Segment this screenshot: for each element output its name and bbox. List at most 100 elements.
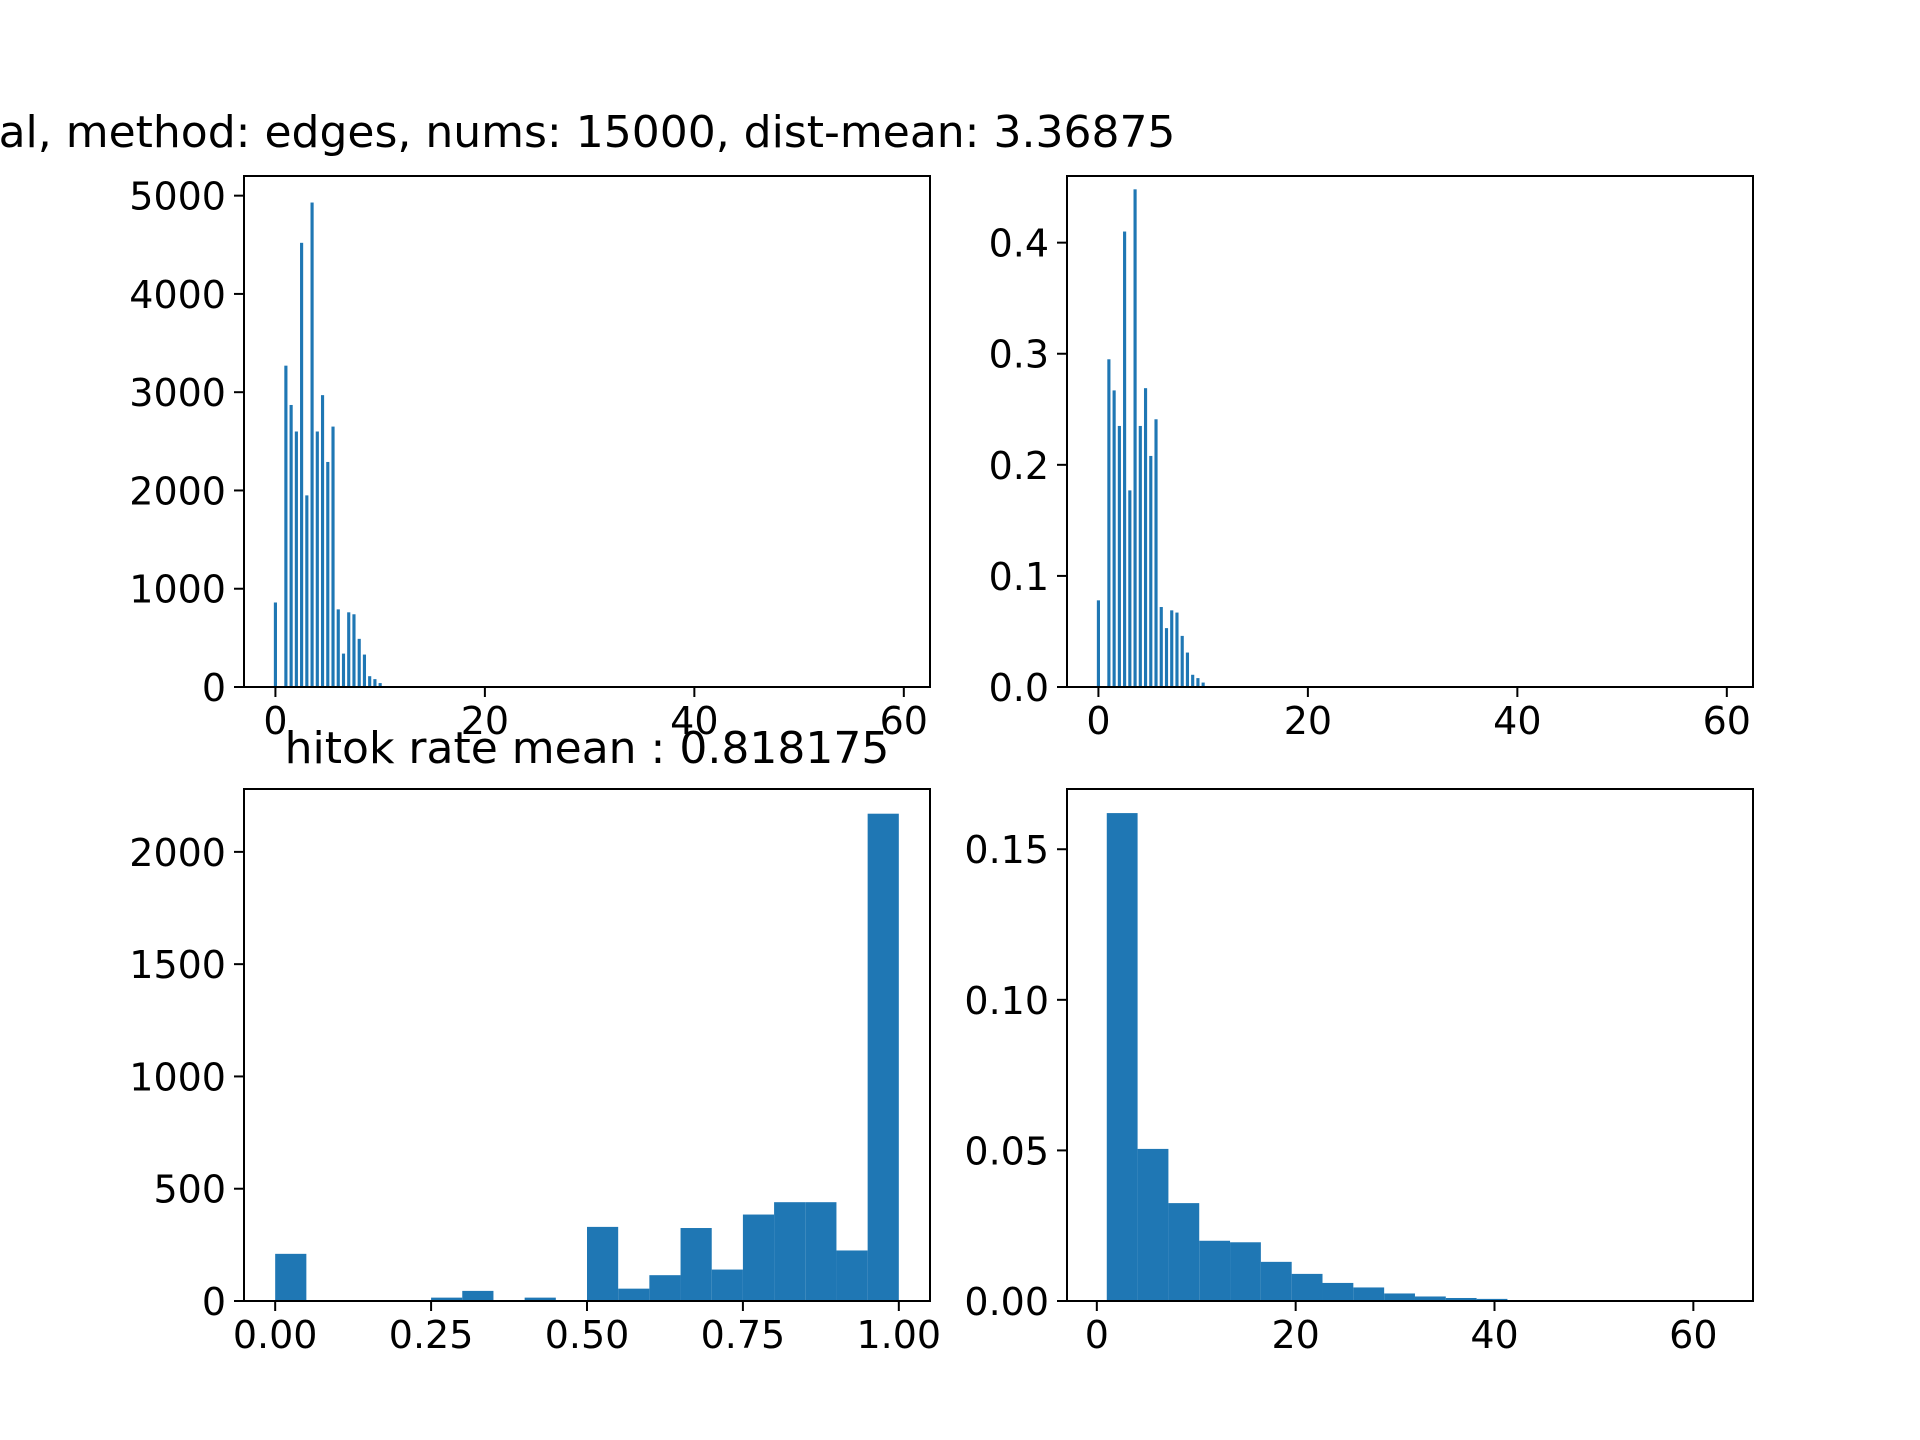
bar <box>462 1290 494 1301</box>
bar <box>1149 455 1153 687</box>
x-tick-label: 40 <box>670 699 718 743</box>
x-tick-label: 60 <box>880 699 928 743</box>
y-tick-label: 0.4 <box>989 222 1049 266</box>
x-tick-label: 20 <box>461 699 509 743</box>
bar <box>649 1275 681 1301</box>
bar <box>373 679 377 687</box>
y-tick-label: 2000 <box>129 469 226 513</box>
bar <box>618 1288 650 1301</box>
bar <box>1164 628 1169 687</box>
subplot-2-x-axis: 0 20 40 60 <box>1086 687 1751 743</box>
x-tick-label: 40 <box>1493 699 1541 743</box>
subplot-1-frame <box>243 175 931 688</box>
bar <box>1199 1240 1231 1301</box>
bar <box>1133 189 1137 687</box>
bar <box>1476 1298 1508 1301</box>
bar <box>1168 1203 1200 1301</box>
bar <box>680 1228 712 1301</box>
bar <box>331 426 335 687</box>
subplot-4-bars <box>1106 813 1724 1301</box>
bar <box>1230 1242 1261 1301</box>
subplot-4-frame <box>1066 788 1754 1302</box>
bar <box>1159 607 1163 687</box>
subplot-2-frame <box>1066 175 1754 688</box>
x-tick-label: 60 <box>1669 1313 1717 1357</box>
bar <box>357 638 361 687</box>
bar <box>1128 490 1132 687</box>
y-tick-label: 3000 <box>129 371 226 415</box>
bar <box>1154 419 1158 687</box>
y-tick-label: 500 <box>153 1168 226 1212</box>
x-tick-label: 0.50 <box>545 1313 630 1357</box>
subplot-1-x-axis: 0 20 40 60 <box>263 687 928 743</box>
bar <box>1138 425 1142 687</box>
y-tick-label: 0 <box>202 1280 226 1324</box>
x-tick-label: 0 <box>263 699 287 743</box>
bar <box>774 1202 806 1301</box>
bar <box>273 602 277 687</box>
bar <box>1201 682 1205 687</box>
y-tick-label: 5000 <box>129 175 226 219</box>
bar <box>805 1202 837 1301</box>
x-tick-label: 0 <box>1086 699 1110 743</box>
bar <box>711 1269 743 1301</box>
bar <box>1112 390 1116 687</box>
subplot-4: 0.00 0.05 0.10 0.15 0 20 40 60 <box>964 788 1754 1357</box>
bar <box>1384 1293 1415 1301</box>
subplot-4-y-axis: 0.00 0.05 0.10 0.15 <box>964 828 1067 1324</box>
bar <box>1107 359 1111 687</box>
x-tick-label: 0.75 <box>701 1313 786 1357</box>
bar <box>284 365 288 687</box>
bar <box>1170 610 1174 687</box>
y-tick-label: 0.00 <box>964 1280 1049 1324</box>
bar <box>289 404 293 687</box>
y-tick-label: 0 <box>202 666 226 710</box>
bar <box>1353 1287 1385 1301</box>
bar <box>378 683 382 687</box>
subplot-3: 0 500 1000 1500 2000 0.00 0.25 0.50 0.75 1.00 hi… <box>129 723 941 1357</box>
bar <box>352 614 356 687</box>
bar <box>1260 1261 1292 1301</box>
bar <box>1445 1297 1477 1301</box>
bar <box>836 1250 868 1301</box>
x-tick-label: 0.25 <box>389 1313 474 1357</box>
bar <box>1322 1282 1354 1301</box>
subplot-1-y-axis: 0 1000 2000 3000 4000 5000 <box>129 175 244 710</box>
x-tick-label: 0.00 <box>233 1313 318 1357</box>
y-tick-label: 0.15 <box>964 828 1049 872</box>
bar <box>315 431 319 687</box>
subplot-3-title: hitok rate mean : 0.818175 <box>285 723 890 774</box>
x-tick-label: 60 <box>1703 699 1751 743</box>
bar <box>431 1297 463 1301</box>
bar <box>305 495 309 688</box>
bar <box>320 395 325 687</box>
bar <box>1106 813 1138 1301</box>
y-tick-label: 2000 <box>129 831 226 875</box>
bar <box>1291 1273 1323 1301</box>
bar <box>362 654 367 687</box>
bar <box>1175 612 1179 687</box>
y-tick-label: 1000 <box>129 568 226 612</box>
bar <box>742 1214 775 1301</box>
bar <box>1137 1148 1169 1301</box>
bar <box>294 431 298 687</box>
subplot-2: 0.0 0.1 0.2 0.3 0.4 0 20 40 60 <box>989 175 1754 743</box>
y-tick-label: 0.2 <box>989 444 1049 488</box>
y-tick-label: 0.0 <box>989 666 1049 710</box>
bar <box>347 612 351 687</box>
subplot-1-bars <box>273 202 382 688</box>
bar <box>300 242 304 687</box>
bar <box>1117 425 1121 687</box>
bar <box>867 813 899 1301</box>
bar <box>1143 388 1148 687</box>
subplot-1: 0 1000 2000 3000 4000 5000 0 20 40 60 al, method… <box>0 107 1175 743</box>
bar <box>326 461 330 687</box>
bar <box>524 1297 556 1301</box>
bar <box>310 202 314 687</box>
subplot-2-y-axis: 0.0 0.1 0.2 0.3 0.4 <box>989 222 1067 710</box>
y-tick-label: 1000 <box>129 1055 226 1099</box>
x-tick-label: 1.00 <box>857 1313 942 1357</box>
x-tick-label: 0 <box>1085 1313 1109 1357</box>
